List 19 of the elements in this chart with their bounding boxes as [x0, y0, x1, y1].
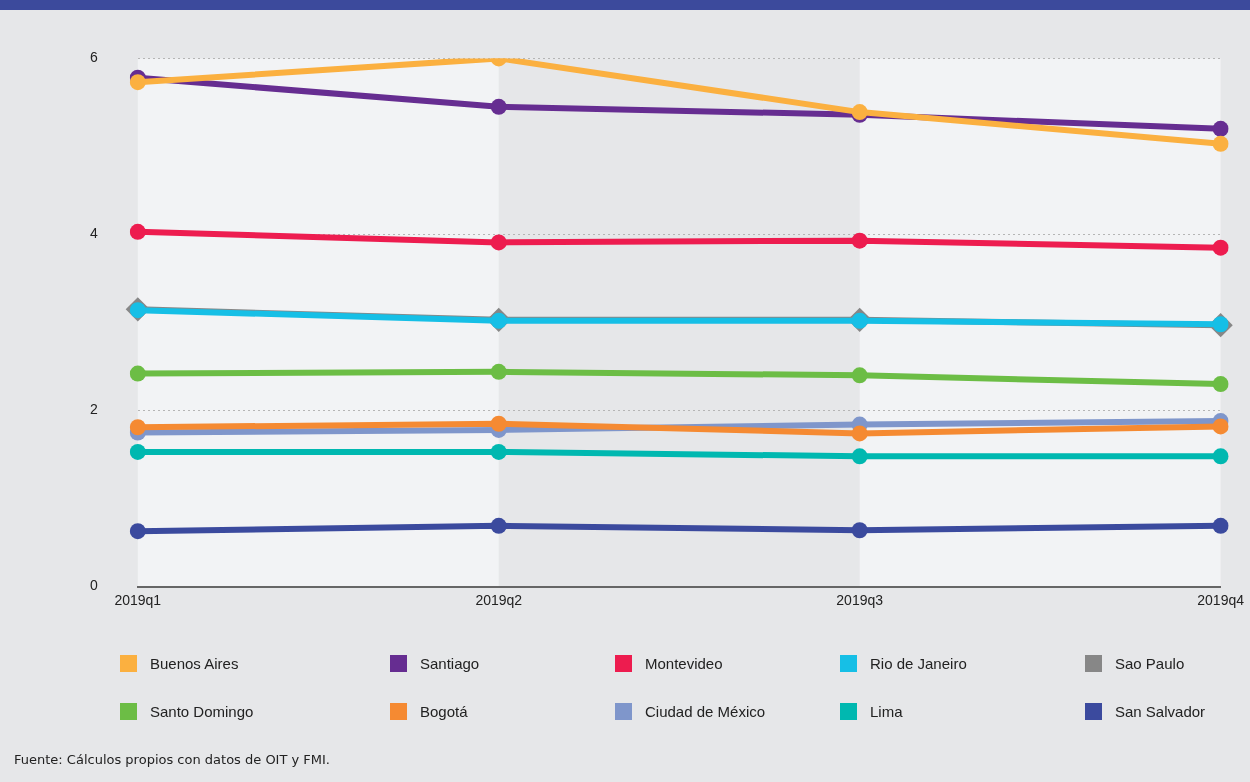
y-tick-label: 0: [89, 577, 98, 594]
legend-label: Bogotá: [420, 702, 468, 720]
legend-label: Montevideo: [645, 654, 723, 672]
source-note: Fuente: Cálculos propios con datos de OIT y FMI.: [14, 752, 331, 767]
legend-label: Buenos Aires: [150, 654, 239, 672]
x-tick-label: 2019q1: [114, 591, 162, 608]
y-tick-label: 2: [89, 401, 98, 418]
legend-label: Lima: [870, 702, 903, 720]
x-tick-label: 2019q3: [836, 591, 884, 608]
y-tick-label: 6: [89, 49, 98, 66]
x-tick-label: 2019q4: [1197, 591, 1245, 608]
legend-label: Santiago: [420, 654, 480, 672]
legend-label: Rio de Janeiro: [870, 654, 967, 672]
legend-label: Ciudad de México: [645, 702, 766, 720]
legend-label: Santo Domingo: [150, 702, 254, 720]
legend-label: San Salvador: [1115, 702, 1206, 720]
y-tick-label: 4: [89, 225, 98, 242]
legend-label: Sao Paulo: [1115, 654, 1185, 672]
x-tick-label: 2019q2: [475, 591, 523, 608]
